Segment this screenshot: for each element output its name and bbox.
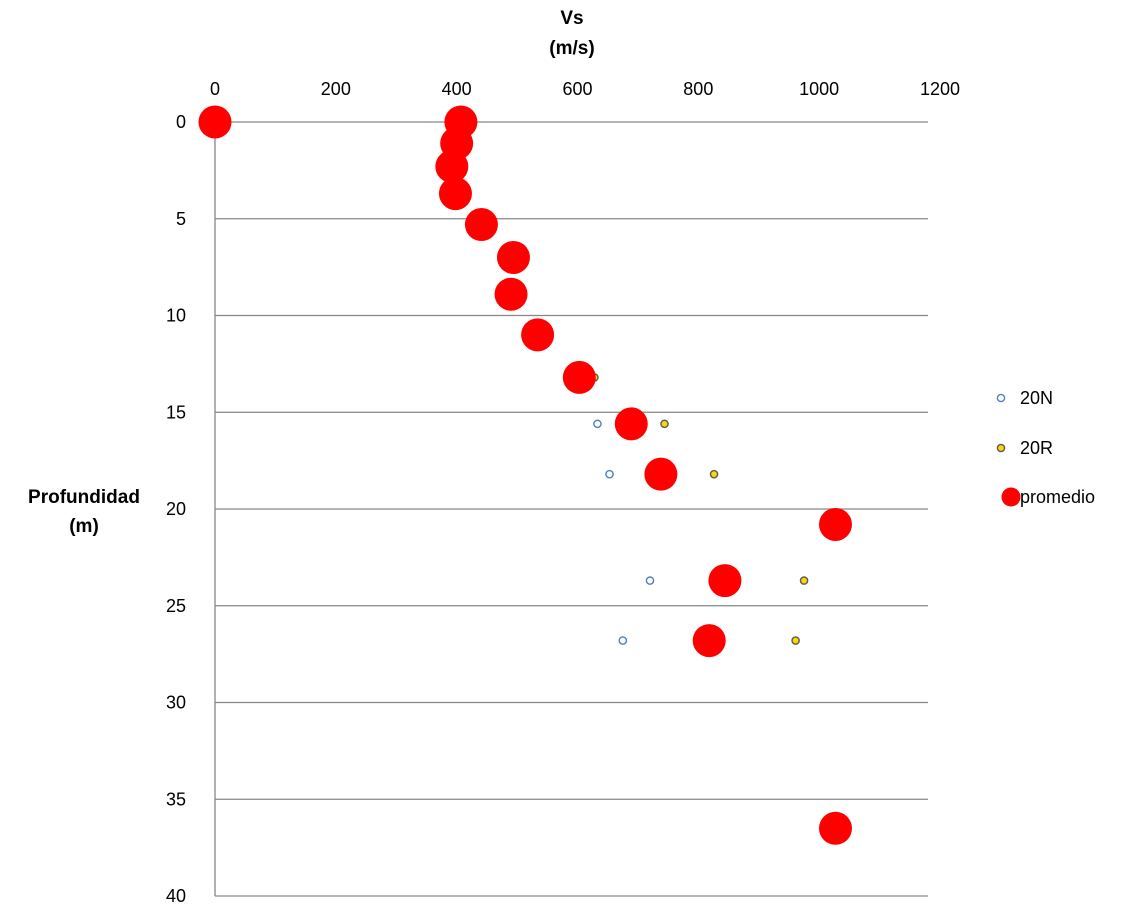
x-tick-label: 400: [442, 79, 472, 99]
y-tick-label: 5: [176, 209, 186, 229]
y-tick-label: 40: [166, 886, 186, 906]
y-tick-label: 25: [166, 596, 186, 616]
point-promedio: [819, 508, 852, 541]
x-axis-title-line2: (m/s): [549, 38, 594, 59]
x-tick-labels: 0 200 400 600 800 1000 1200: [210, 79, 960, 99]
legend-marker-20n: [997, 394, 1004, 401]
point-promedio: [465, 208, 498, 241]
legend-label-20r: 20R: [1020, 438, 1053, 458]
point-promedio: [644, 458, 677, 491]
series-promedio: [199, 106, 852, 845]
point-promedio: [439, 177, 472, 210]
x-tick-label: 200: [321, 79, 351, 99]
y-tick-label: 20: [166, 499, 186, 519]
point-promedio: [495, 278, 528, 311]
y-tick-label: 30: [166, 693, 186, 713]
point-20r: [800, 577, 807, 584]
point-promedio: [521, 318, 554, 351]
legend-label-20n: 20N: [1020, 388, 1053, 408]
y-tick-label: 35: [166, 789, 186, 809]
point-20r: [710, 471, 717, 478]
point-promedio: [615, 407, 648, 440]
legend-marker-20r: [997, 444, 1004, 451]
grid-lines: [215, 122, 928, 896]
point-promedio: [693, 624, 726, 657]
y-tick-label: 0: [176, 112, 186, 132]
point-20n: [619, 637, 626, 644]
point-promedio: [199, 106, 232, 139]
y-axis-title-line1: Profundidad: [28, 487, 140, 508]
y-tick-label: 15: [166, 402, 186, 422]
point-promedio: [497, 241, 530, 274]
y-tick-labels: 0 5 10 15 20 25 30 35 40: [166, 112, 186, 906]
point-promedio: [563, 361, 596, 394]
point-promedio: [819, 812, 852, 845]
point-20n: [646, 577, 653, 584]
x-tick-label: 1000: [799, 79, 839, 99]
y-tick-label: 10: [166, 306, 186, 326]
legend-marker-promedio: [1002, 488, 1021, 507]
legend: 20N 20R promedio: [997, 388, 1095, 507]
point-20r: [792, 637, 799, 644]
point-20n: [606, 471, 613, 478]
point-20n: [594, 420, 601, 427]
point-20r: [661, 420, 668, 427]
x-tick-label: 600: [562, 79, 592, 99]
x-tick-label: 1200: [920, 79, 960, 99]
x-tick-label: 800: [683, 79, 713, 99]
legend-label-promedio: promedio: [1020, 487, 1095, 507]
point-promedio: [708, 564, 741, 597]
x-tick-label: 0: [210, 79, 220, 99]
y-axis-title-line2: (m): [69, 516, 99, 537]
x-axis-title-line1: Vs: [560, 8, 583, 29]
data-series: [199, 106, 852, 845]
